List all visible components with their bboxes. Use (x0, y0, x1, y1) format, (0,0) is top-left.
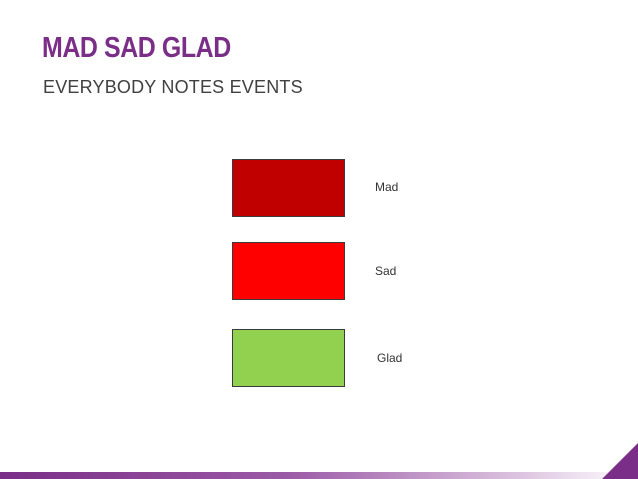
sad-label: Sad (375, 264, 397, 278)
sad-swatch (232, 242, 345, 300)
slide-title: MAD SAD GLAD (42, 32, 231, 64)
footer-gradient-bar (0, 472, 638, 479)
corner-triangle-decoration (602, 443, 638, 479)
glad-swatch (232, 329, 345, 387)
corner-triangle-shape (602, 443, 638, 479)
glad-label: Glad (377, 351, 403, 365)
mad-swatch (232, 159, 345, 217)
mad-label: Mad (375, 180, 399, 194)
slide-subtitle: EVERYBODY NOTES EVENTS (43, 77, 303, 97)
